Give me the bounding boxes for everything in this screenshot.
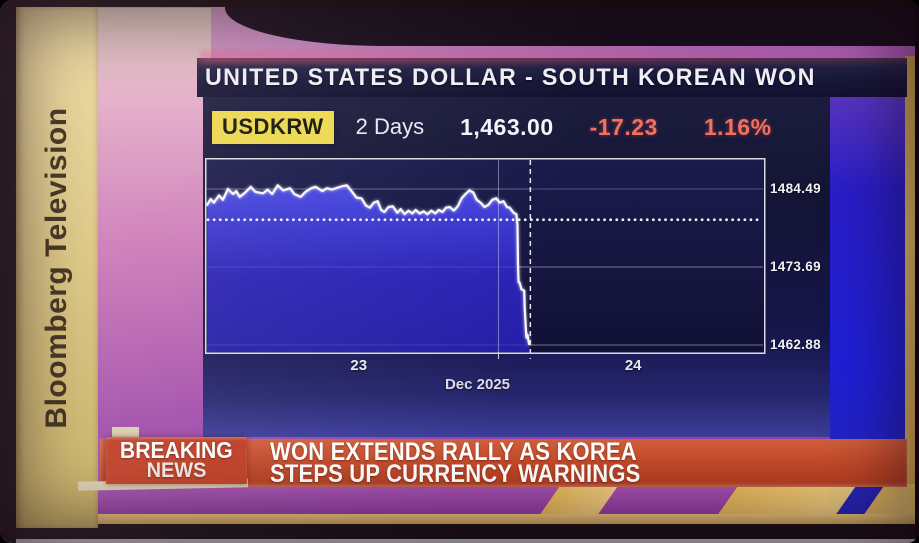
headline-line2: STEPS UP CURRENCY WARNINGS xyxy=(270,460,641,488)
tv-bezel-left xyxy=(0,0,16,543)
headline-line1: WON EXTENDS RALLY AS KOREA xyxy=(270,438,637,466)
brand-vertical-label: Bloomberg Television xyxy=(40,106,73,429)
ticker-range-label: 2 Days xyxy=(355,114,425,139)
tv-bezel-lip xyxy=(0,539,919,543)
y-axis-labels: 1484.49 1473.69 1462.88 xyxy=(768,158,830,358)
price-chart xyxy=(205,158,766,359)
chart-panel: USDKRW 2 Days 1,463.00 -17.23 1.16% 1484… xyxy=(203,97,830,437)
studio-dark-band xyxy=(225,0,919,46)
x-axis-labels: 23 24 Dec 2025 xyxy=(205,355,764,401)
studio-lower-band xyxy=(96,487,830,519)
ticker-symbol-badge: USDKRW xyxy=(212,110,334,144)
page-title: UNITED STATES DOLLAR - SOUTH KOREAN WON xyxy=(205,63,816,91)
studio-wall-left xyxy=(96,8,211,438)
y-axis-tick-label: 1462.88 xyxy=(770,337,821,352)
breaking-news-badge: BREAKING NEWS xyxy=(106,437,247,484)
breaking-label-line2: NEWS xyxy=(146,459,207,482)
ticker-change-pct: 1.16% xyxy=(703,113,772,140)
ticker-change: -17.23 xyxy=(589,113,658,140)
y-axis-tick-label: 1473.69 xyxy=(770,258,821,274)
ticker-row: USDKRW 2 Days 1,463.00 -17.23 1.16% xyxy=(203,97,830,157)
x-axis-period-label: Dec 2025 xyxy=(444,376,511,393)
x-axis-tick-label: 24 xyxy=(624,357,642,374)
ticker-last-price: 1,463.00 xyxy=(460,113,554,140)
breaking-label-line1: BREAKING xyxy=(120,437,233,463)
x-axis-tick-label: 23 xyxy=(350,357,368,374)
headline-text: WON EXTENDS RALLY AS KOREA STEPS UP CURR… xyxy=(270,438,798,488)
brand-strip: Bloomberg Television xyxy=(16,7,98,528)
y-axis-tick-label: 1484.49 xyxy=(770,181,821,196)
tv-bezel-right xyxy=(915,0,919,543)
tv-bezel-bottom xyxy=(0,524,919,543)
banner-paper-tab xyxy=(112,427,139,440)
studio-desk-edge xyxy=(96,514,919,526)
tv-bezel-top xyxy=(0,0,919,7)
title-bar: UNITED STATES DOLLAR - SOUTH KOREAN WON xyxy=(197,58,907,97)
